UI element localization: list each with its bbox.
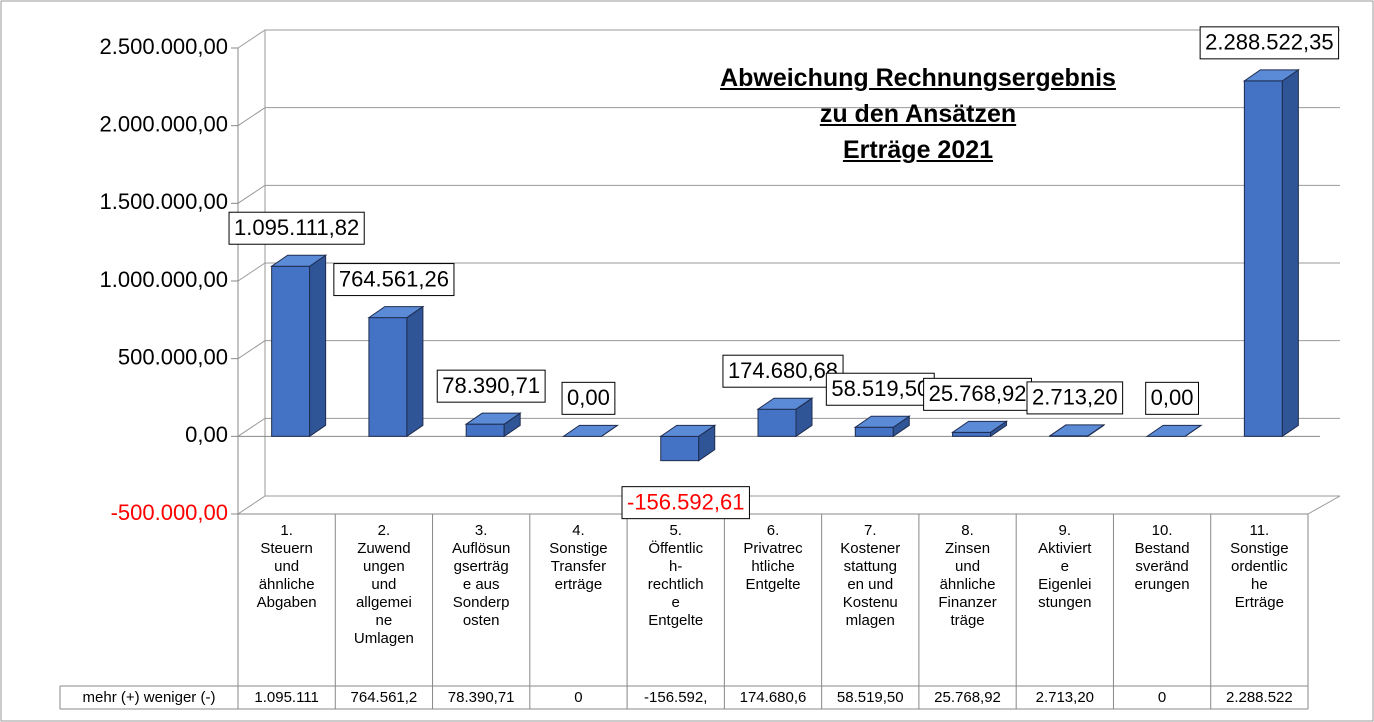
- data-label-box: [436, 369, 546, 403]
- bar-top: [367, 306, 425, 319]
- bar: [368, 317, 408, 437]
- table-value: 25.768,92: [934, 689, 1001, 706]
- data-label: 0,00: [1151, 385, 1194, 410]
- table-value: 0: [574, 689, 583, 706]
- y-tick-label: 0,00: [185, 422, 228, 447]
- bar-top: [1048, 424, 1106, 437]
- table-value: 764.561,2: [350, 689, 418, 706]
- data-label: 25.768,92: [929, 381, 1027, 406]
- category-label: 10. Bestand sveränd erungen: [1134, 522, 1190, 593]
- bar-top: [1242, 69, 1300, 82]
- bar: [854, 426, 894, 437]
- bar-top: [1145, 424, 1203, 437]
- category-label: 2. Zuwend ungen und allgemei ne Umlagen: [353, 522, 414, 647]
- y-tick-label: 1.000.000,00: [100, 267, 228, 292]
- y-tick-label: 1.500.000,00: [100, 189, 228, 214]
- grid-line: [237, 262, 1340, 282]
- bar-side: [309, 254, 327, 438]
- data-label: 58.519,50: [831, 376, 929, 401]
- bar-top: [561, 424, 620, 437]
- data-label: 1.095.111,82: [234, 215, 359, 240]
- category-label: 3. Auflösun gserträg e aus Sonderp osten: [451, 522, 511, 629]
- data-label-box: [228, 211, 365, 245]
- grid-line: [237, 417, 1340, 437]
- data-label-box: [333, 263, 455, 297]
- category-label: 1. Steuern und ähnliche Abgaben: [256, 522, 317, 611]
- table-value: 0: [1157, 689, 1167, 706]
- category-label: 7. Kostener stattung en und Kostenu mlag…: [840, 522, 901, 629]
- bar-top: [464, 412, 522, 425]
- y-tick-label: 2.000.000,00: [100, 111, 228, 136]
- category-label: 5. Öffentlic h- rechtlich e Entgelte: [647, 522, 704, 629]
- data-label-box: [621, 486, 750, 520]
- data-label-box: [1199, 26, 1340, 60]
- bar-side: [406, 305, 424, 438]
- bar: [465, 423, 505, 437]
- data-label: 78.390,71: [442, 373, 540, 398]
- y-tick-label: -500.000,00: [111, 500, 228, 525]
- table-value: -156.592,: [644, 689, 708, 706]
- data-label-box: [722, 354, 844, 388]
- grid-line: [237, 340, 1340, 360]
- floor-edge: [1307, 495, 1341, 515]
- table-row-label: mehr (+) weniger (-): [82, 689, 216, 706]
- table-value: 174.680,6: [739, 689, 807, 706]
- category-label: 9. Aktiviert e Eigenlei stungen: [1038, 522, 1092, 611]
- data-label: 174.680,68: [728, 358, 838, 383]
- grid-line: [237, 107, 1340, 127]
- bar: [271, 265, 311, 437]
- data-label-box: [825, 372, 935, 406]
- table-value: 1.095.111: [254, 689, 319, 706]
- data-label: 2.713,20: [1032, 385, 1118, 410]
- bar-top: [270, 254, 328, 267]
- data-label-box: [1026, 381, 1124, 415]
- bar-top: [756, 397, 814, 410]
- bar: [952, 431, 992, 437]
- bar-top: [659, 424, 717, 437]
- category-label: 6. Privatrec htliche Entgelte: [743, 522, 803, 593]
- table-value: 2.288.522: [1225, 689, 1293, 706]
- table-value: 2.713,20: [1035, 689, 1094, 706]
- bar-side: [1281, 68, 1299, 438]
- data-label: 764.561,26: [339, 266, 449, 291]
- data-label-box: [1145, 381, 1200, 415]
- chart-title: Abweichung Rechnungsergebnis zu den Ansä…: [720, 64, 1116, 164]
- grid-line: [237, 29, 1340, 49]
- bar: [660, 435, 700, 462]
- table-value: 58.519,50: [836, 689, 904, 706]
- grid-line: [237, 184, 1340, 204]
- y-tick-label: 2.500.000,00: [100, 34, 228, 59]
- data-label-box: [923, 377, 1032, 411]
- category-label: 11. Sonstige ordentlic he Erträge: [1230, 522, 1289, 611]
- bar: [757, 408, 797, 437]
- data-label: 0,00: [567, 385, 610, 410]
- y-tick-label: 500.000,00: [118, 344, 228, 369]
- category-label: 8. Zinsen und ähnliche Finanzer träge: [938, 522, 997, 629]
- bar-top: [950, 420, 1009, 433]
- grid-line: [237, 495, 1340, 515]
- data-label: -156.592,61: [627, 489, 744, 514]
- data-label-box: [561, 381, 616, 415]
- category-label: 4. Sonstige Transfer erträge: [549, 522, 608, 593]
- bar-top: [853, 415, 911, 428]
- table-value: 78.390,71: [447, 689, 515, 706]
- bar: [1243, 80, 1283, 437]
- data-label: 2.288.522,35: [1205, 30, 1333, 55]
